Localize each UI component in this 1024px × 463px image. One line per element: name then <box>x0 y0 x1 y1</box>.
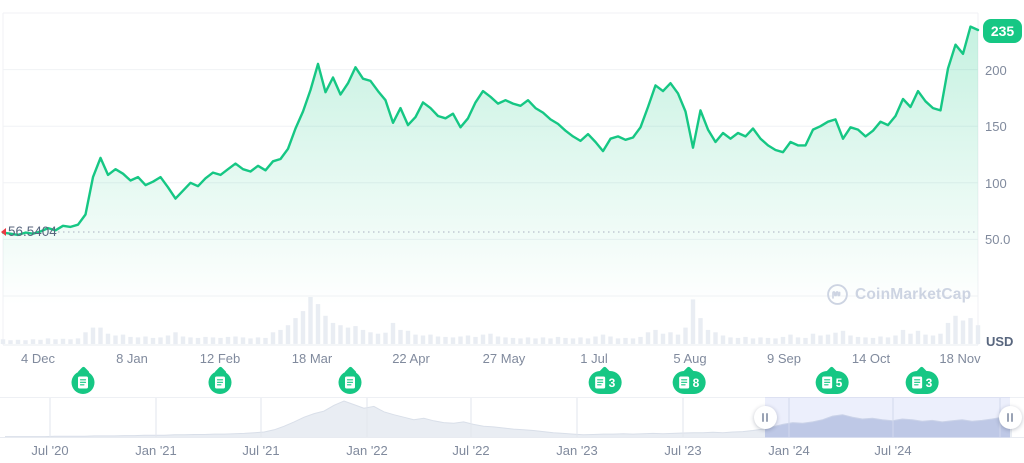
open-price-label: 56.5404 <box>8 224 57 239</box>
event-marker[interactable]: 3 <box>588 371 622 394</box>
event-count: 3 <box>925 375 933 390</box>
document-icon <box>912 376 923 389</box>
event-marker[interactable]: 5 <box>815 371 849 394</box>
minimap-tick-label: Jan '23 <box>556 443 598 458</box>
minimap-tick-label: Jul '21 <box>242 443 280 458</box>
y-axis-tick-label: 100 <box>985 176 1007 191</box>
minimap-tick-label: Jul '24 <box>874 443 912 458</box>
price-chart-svg <box>0 12 981 346</box>
event-marker[interactable]: 8 <box>672 371 706 394</box>
minimap-tick-label: Jan '21 <box>135 443 177 458</box>
pause-grip-icon <box>1011 413 1014 422</box>
minimap-selection[interactable] <box>765 397 1010 438</box>
x-axis-tick-label: 5 Aug <box>673 351 707 366</box>
x-axis-tick-label: 18 Mar <box>291 351 333 366</box>
pause-grip-icon <box>1006 413 1009 422</box>
y-axis-tick-label: 200 <box>985 63 1007 78</box>
minimap-tick-label: Jul '23 <box>664 443 702 458</box>
y-axis-tick-label: 150 <box>985 119 1007 134</box>
event-marker[interactable] <box>208 371 232 394</box>
event-count: 3 <box>608 375 616 390</box>
volume-bars <box>0 297 981 345</box>
minimap-svg <box>0 397 1024 438</box>
coinmarketcap-watermark: CoinMarketCap <box>826 283 971 306</box>
x-axis-tick-label: 12 Feb <box>199 351 241 366</box>
document-icon <box>679 376 690 389</box>
minimap[interactable] <box>0 397 1024 438</box>
price-direction-icon <box>1 228 6 236</box>
x-axis-tick-label: 27 May <box>482 351 526 366</box>
x-axis-tick-label: 9 Sep <box>767 351 801 366</box>
minimap-area-outline <box>5 400 1013 438</box>
minimap-area-selected <box>765 414 1010 437</box>
usd-unit-label: USD <box>986 334 1014 349</box>
current-price-badge: 235 <box>983 19 1022 43</box>
x-axis-tick-label: 1 Jul <box>580 351 608 366</box>
watermark-text: CoinMarketCap <box>855 285 972 303</box>
pause-grip-icon <box>761 413 764 422</box>
document-icon <box>215 376 225 389</box>
price-line <box>1 25 980 237</box>
event-marker[interactable]: 3 <box>905 371 939 394</box>
event-count: 8 <box>692 375 700 390</box>
y-axis-tick-label: 50.0 <box>985 232 1011 247</box>
document-icon <box>595 376 606 389</box>
event-marker[interactable] <box>71 371 95 394</box>
minimap-tick-label: Jul '22 <box>452 443 490 458</box>
document-icon <box>345 376 355 389</box>
minimap-tick-label: Jan '22 <box>346 443 388 458</box>
event-count: 5 <box>835 375 843 390</box>
x-axis-tick-label: 4 Dec <box>21 351 55 366</box>
scrubber-handle-left[interactable] <box>753 406 777 429</box>
x-axis-tick-label: 18 Nov <box>939 351 981 366</box>
price-chart-plot-area[interactable] <box>0 0 1024 396</box>
document-icon <box>822 376 833 389</box>
coinmarketcap-logo-icon <box>827 284 848 305</box>
pause-grip-icon <box>766 413 769 422</box>
price-area-fill <box>3 26 978 305</box>
scrubber-handle-right[interactable] <box>998 406 1022 429</box>
minimap-tick-label: Jan '24 <box>768 443 810 458</box>
document-icon <box>78 376 88 389</box>
minimap-tick-label: Jul '20 <box>31 443 69 458</box>
event-marker[interactable] <box>338 371 362 394</box>
x-axis-tick-label: 8 Jan <box>116 351 148 366</box>
x-axis-tick-label: 22 Apr <box>392 351 430 366</box>
x-axis-tick-label: 14 Oct <box>851 351 891 366</box>
